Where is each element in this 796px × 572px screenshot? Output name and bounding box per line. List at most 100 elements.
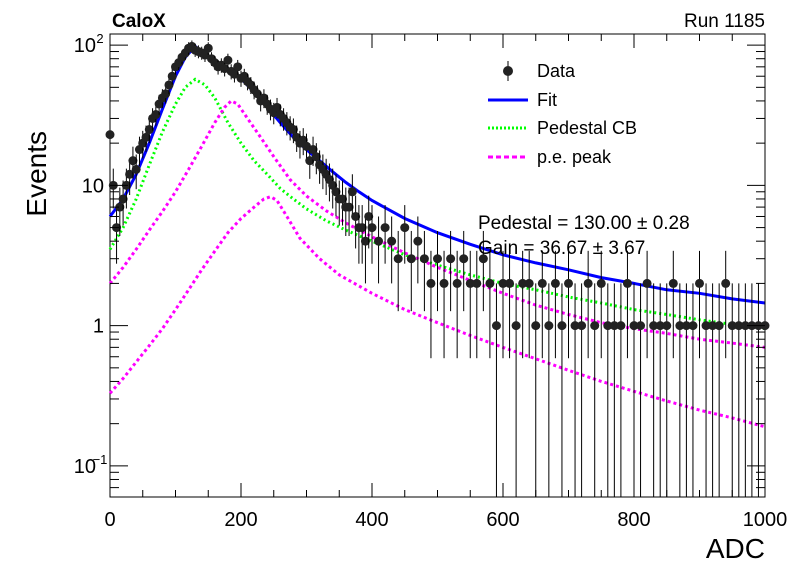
data-point: [695, 250, 704, 359]
data-point: [537, 250, 547, 359]
y-tick-exponent: 2: [96, 31, 103, 46]
data-point: [727, 283, 737, 497]
data-marker: [577, 321, 587, 331]
data-point: [125, 158, 135, 196]
data-point: [564, 250, 573, 359]
y-tick-exponent: −1: [93, 452, 108, 467]
data-marker: [465, 278, 475, 288]
data-point: [747, 283, 757, 497]
data-marker: [662, 321, 672, 331]
data-point: [590, 283, 600, 497]
data-marker: [347, 187, 357, 197]
data-marker: [223, 55, 233, 65]
data-marker: [668, 278, 678, 288]
data-marker: [655, 321, 665, 331]
data-point: [478, 230, 488, 312]
data-point: [465, 250, 475, 359]
stat-gain: Gain = 36.67 ± 3.67: [478, 238, 645, 259]
data-point: [681, 283, 691, 497]
data-marker: [360, 236, 370, 246]
data-point: [622, 250, 632, 359]
data-point: [167, 68, 177, 85]
data-marker: [344, 202, 354, 212]
x-tick-label: 0: [104, 509, 115, 531]
data-marker: [550, 278, 560, 288]
data-point: [544, 283, 554, 497]
data-marker: [622, 278, 632, 288]
data-point: [426, 250, 436, 359]
data-point: [367, 205, 377, 264]
data-point: [128, 146, 138, 179]
run-label: Run 1185: [684, 11, 765, 32]
data-point: [616, 283, 626, 497]
data-marker: [125, 169, 135, 179]
data-point: [105, 123, 115, 149]
x-tick-label: 400: [355, 509, 388, 531]
data-marker: [115, 202, 125, 212]
data-point: [557, 283, 567, 497]
legend: Data Fit Pedestal CB p.e. peak: [488, 61, 637, 167]
data-point: [144, 118, 154, 144]
x-tick-label: 200: [224, 509, 257, 531]
data-point: [439, 250, 449, 359]
data-marker: [505, 278, 515, 288]
data-point: [596, 250, 606, 359]
data-marker: [128, 156, 138, 166]
data-point: [570, 283, 580, 497]
data-marker: [721, 278, 731, 288]
legend-pedestal-label: Pedestal CB: [537, 118, 637, 138]
data-marker: [380, 223, 390, 233]
legend-data-label: Data: [537, 61, 576, 81]
data-point: [347, 174, 357, 217]
y-tick-label: 1: [93, 316, 104, 338]
data-point: [203, 42, 213, 55]
data-marker: [708, 321, 718, 331]
data-marker: [714, 321, 724, 331]
data-marker: [688, 321, 698, 331]
data-point: [518, 250, 528, 359]
legend-data-marker: [503, 66, 513, 76]
data-marker: [364, 211, 374, 221]
data-marker: [118, 194, 128, 204]
data-marker: [472, 278, 482, 288]
data-marker: [636, 321, 646, 331]
data-point: [223, 53, 233, 68]
curve-p-e-peak-2nd: [108, 195, 766, 429]
data-point: [485, 250, 495, 359]
data-marker: [596, 278, 606, 288]
data-marker: [357, 223, 367, 233]
data-marker: [433, 254, 442, 264]
data-marker: [311, 152, 321, 162]
data-marker: [498, 278, 508, 288]
curve-pedestal-cb: [108, 77, 766, 331]
data-point: [550, 250, 560, 359]
data-point: [753, 283, 763, 497]
data-marker: [400, 223, 410, 233]
data-marker: [387, 236, 397, 246]
data-marker: [393, 254, 403, 264]
data-marker: [452, 278, 462, 288]
data-point: [351, 195, 361, 249]
data-point: [380, 205, 390, 264]
data-marker: [511, 321, 521, 331]
y-tick-label: 10: [82, 175, 104, 197]
data-point: [459, 230, 469, 312]
data-marker: [459, 254, 469, 264]
data-point: [721, 250, 731, 359]
curve-p-e-peak: [108, 99, 766, 349]
data-point: [511, 283, 521, 497]
data-marker: [590, 321, 600, 331]
data-marker: [167, 71, 177, 81]
data-marker: [161, 89, 171, 99]
data-point: [603, 283, 613, 497]
data-marker: [478, 254, 488, 264]
data-point: [498, 250, 508, 359]
data-point: [311, 143, 321, 175]
data-marker: [151, 110, 161, 120]
data-marker: [695, 278, 704, 288]
y-tick-label: 10: [74, 35, 96, 57]
data-marker: [681, 321, 691, 331]
data-point: [331, 174, 341, 217]
data-point: [131, 154, 141, 190]
data-point: [701, 283, 711, 497]
